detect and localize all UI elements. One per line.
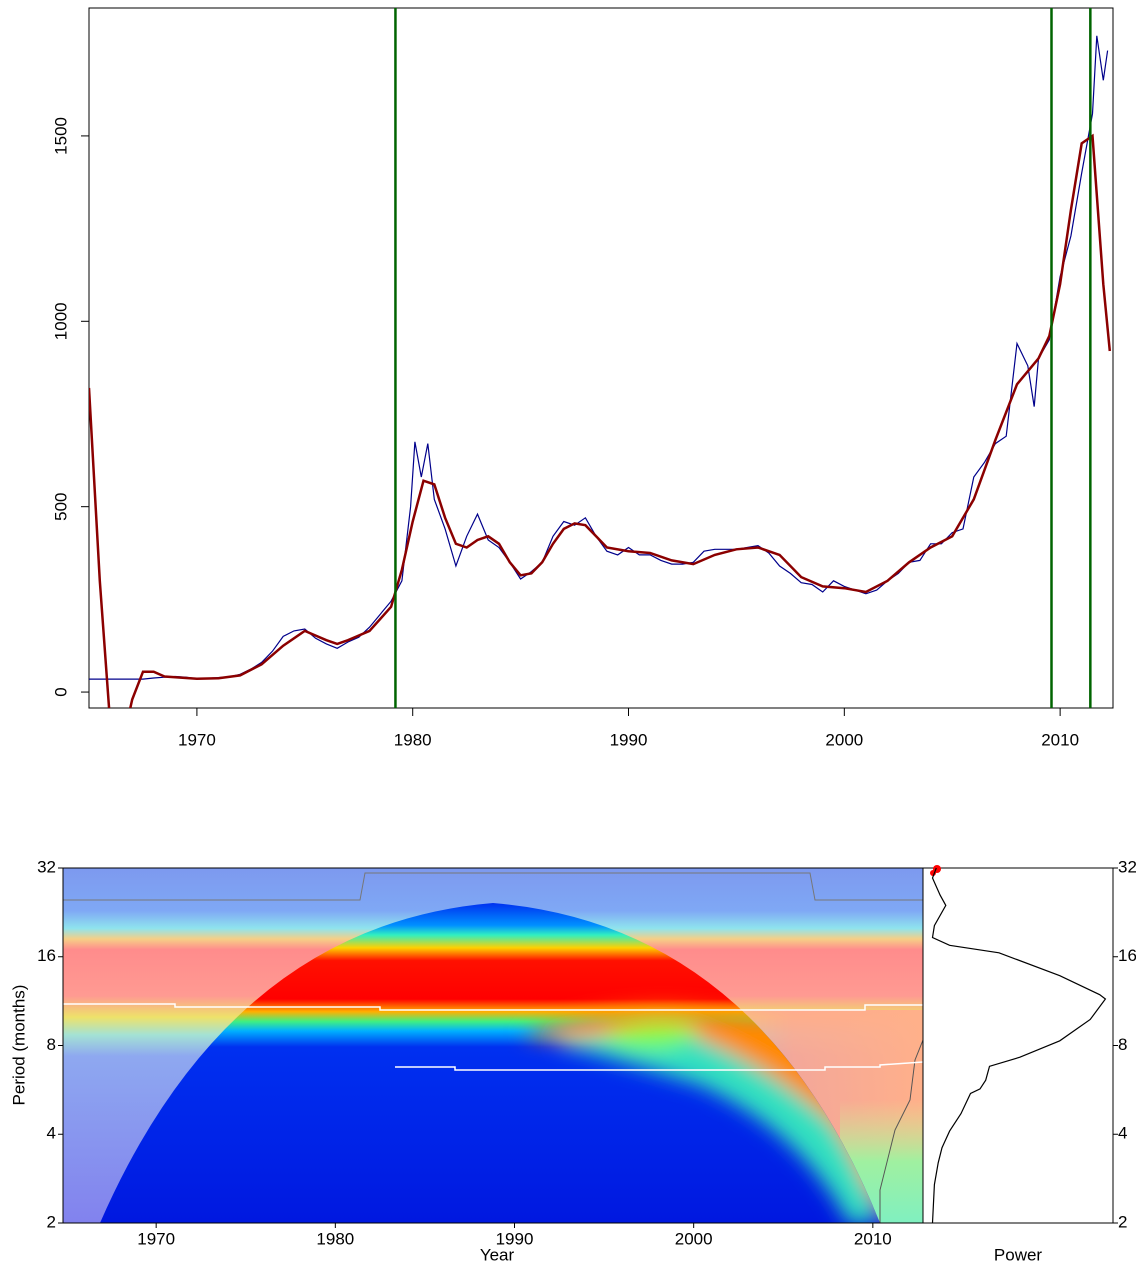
y-tick-label: 32: [1118, 857, 1136, 876]
y-tick-label: 1000: [51, 302, 70, 340]
y-tick-label: 500: [51, 492, 70, 520]
x-axis-label: Power: [994, 1245, 1043, 1264]
plot-frame: [88, 7, 1114, 709]
x-tick-label: 1970: [178, 730, 216, 749]
data-line: [89, 133, 1112, 708]
data-line: [89, 35, 1109, 680]
x-tick-label: 2010: [854, 1229, 892, 1248]
x-axis-label: Year: [480, 1245, 515, 1264]
heatmap: [63, 868, 923, 1223]
y-tick-label: 0: [51, 687, 70, 696]
x-tick-label: 1990: [496, 1229, 534, 1248]
y-tick-label: 1500: [51, 117, 70, 155]
x-tick-label: 2000: [825, 730, 863, 749]
y-tick-label: 32: [37, 857, 56, 876]
x-tick-label: 2000: [675, 1229, 713, 1248]
y-tick-label: 16: [37, 946, 56, 965]
x-tick-label: 2010: [1041, 730, 1079, 749]
power-line: [931, 867, 1107, 1224]
y-tick-label: 4: [47, 1124, 56, 1143]
y-tick-label: 8: [47, 1035, 56, 1054]
y-tick-label: 4: [1118, 1124, 1127, 1143]
y-tick-label: 16: [1118, 946, 1136, 965]
plot-frame: [922, 867, 1114, 1224]
y-tick-label: 8: [1118, 1035, 1127, 1054]
y-axis-label: Period (months): [9, 985, 28, 1106]
y-tick-label: 2: [47, 1212, 56, 1231]
y-tick-label: 2: [1118, 1212, 1127, 1231]
x-tick-label: 1980: [394, 730, 432, 749]
x-tick-label: 1970: [137, 1229, 175, 1248]
x-tick-label: 1990: [610, 730, 648, 749]
plot-area: [89, 35, 1112, 708]
x-tick-label: 1980: [316, 1229, 354, 1248]
